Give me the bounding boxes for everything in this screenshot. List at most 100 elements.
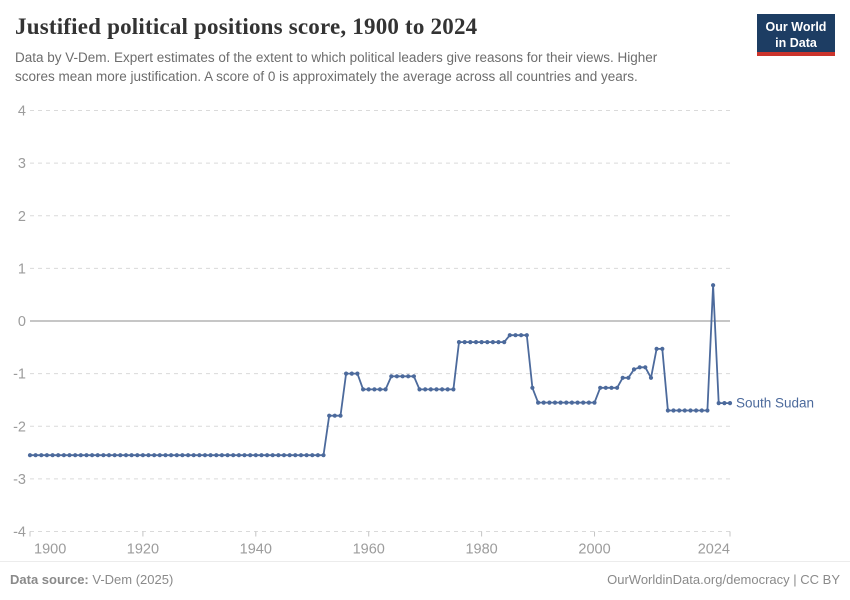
- data-point[interactable]: [50, 453, 55, 458]
- data-point[interactable]: [620, 375, 625, 380]
- data-point[interactable]: [344, 371, 349, 376]
- data-point[interactable]: [671, 408, 676, 413]
- data-point[interactable]: [310, 453, 315, 458]
- data-point[interactable]: [304, 453, 309, 458]
- data-point[interactable]: [293, 453, 298, 458]
- data-point[interactable]: [112, 453, 117, 458]
- data-point[interactable]: [569, 400, 575, 405]
- data-point[interactable]: [552, 400, 558, 405]
- data-point[interactable]: [507, 333, 512, 338]
- data-point[interactable]: [361, 387, 366, 392]
- data-point[interactable]: [394, 374, 399, 379]
- data-point[interactable]: [152, 453, 157, 458]
- data-point[interactable]: [479, 340, 484, 345]
- data-point[interactable]: [225, 453, 230, 458]
- data-point[interactable]: [558, 400, 563, 405]
- data-point[interactable]: [615, 385, 620, 390]
- data-point[interactable]: [180, 453, 185, 458]
- data-point[interactable]: [519, 333, 524, 338]
- chart-canvas[interactable]: 4 3 2 1 0 -1 -2 -3 -4 1900 1920 1940 1960 1980 2000 202…: [0, 100, 850, 560]
- data-point[interactable]: [208, 453, 213, 458]
- data-point[interactable]: [174, 453, 179, 458]
- data-point[interactable]: [355, 371, 360, 376]
- owid-license-link[interactable]: OurWorldinData.org/democracy | CC BY: [607, 572, 840, 587]
- data-point[interactable]: [423, 387, 428, 392]
- data-point[interactable]: [39, 453, 44, 458]
- data-point[interactable]: [146, 453, 151, 458]
- data-point[interactable]: [202, 453, 208, 458]
- series-line[interactable]: [29, 284, 731, 457]
- data-point[interactable]: [468, 340, 473, 345]
- data-point[interactable]: [727, 401, 733, 406]
- data-point[interactable]: [327, 413, 332, 418]
- data-point[interactable]: [349, 371, 354, 376]
- data-point[interactable]: [135, 453, 140, 458]
- data-point[interactable]: [456, 340, 462, 345]
- owid-logo[interactable]: Our World in Data: [757, 14, 835, 56]
- data-point[interactable]: [716, 401, 721, 406]
- data-point[interactable]: [253, 453, 258, 458]
- data-point[interactable]: [502, 340, 507, 345]
- data-point[interactable]: [259, 453, 264, 458]
- data-point[interactable]: [490, 340, 495, 345]
- data-point[interactable]: [626, 375, 631, 380]
- data-point[interactable]: [106, 453, 112, 458]
- data-point[interactable]: [603, 385, 608, 390]
- data-point[interactable]: [417, 387, 422, 392]
- data-point[interactable]: [276, 453, 281, 458]
- data-point[interactable]: [231, 453, 236, 458]
- data-point[interactable]: [711, 283, 716, 288]
- data-point[interactable]: [722, 401, 727, 406]
- data-point[interactable]: [637, 365, 642, 370]
- data-point[interactable]: [406, 374, 411, 379]
- data-point[interactable]: [513, 333, 518, 338]
- data-point[interactable]: [665, 408, 671, 413]
- data-point[interactable]: [242, 453, 247, 458]
- data-point[interactable]: [315, 453, 320, 458]
- data-point[interactable]: [197, 453, 202, 458]
- data-point[interactable]: [33, 453, 38, 458]
- data-point[interactable]: [564, 400, 569, 405]
- data-point[interactable]: [648, 375, 654, 380]
- data-point[interactable]: [163, 453, 168, 458]
- data-point[interactable]: [27, 453, 33, 458]
- data-point[interactable]: [265, 453, 270, 458]
- data-point[interactable]: [428, 387, 433, 392]
- data-point[interactable]: [377, 387, 383, 392]
- data-point[interactable]: [298, 453, 304, 458]
- data-point[interactable]: [270, 453, 275, 458]
- data-point[interactable]: [332, 413, 337, 418]
- data-point[interactable]: [473, 340, 479, 345]
- data-point[interactable]: [643, 365, 648, 370]
- data-point[interactable]: [660, 346, 665, 351]
- data-point[interactable]: [61, 453, 66, 458]
- data-point[interactable]: [694, 408, 699, 413]
- data-point[interactable]: [524, 333, 529, 338]
- data-point[interactable]: [281, 453, 287, 458]
- data-point[interactable]: [485, 340, 490, 345]
- data-point[interactable]: [383, 387, 388, 392]
- data-point[interactable]: [598, 385, 603, 390]
- data-point[interactable]: [236, 453, 241, 458]
- data-point[interactable]: [73, 453, 78, 458]
- data-point[interactable]: [699, 408, 704, 413]
- data-point[interactable]: [118, 453, 123, 458]
- data-point[interactable]: [581, 400, 586, 405]
- data-point[interactable]: [575, 400, 580, 405]
- data-point[interactable]: [78, 453, 83, 458]
- data-point[interactable]: [90, 453, 95, 458]
- data-point[interactable]: [186, 453, 191, 458]
- data-point[interactable]: [129, 453, 134, 458]
- data-point[interactable]: [191, 453, 196, 458]
- data-point[interactable]: [169, 453, 174, 458]
- data-point[interactable]: [287, 453, 292, 458]
- data-point[interactable]: [496, 340, 501, 345]
- data-point[interactable]: [530, 385, 535, 390]
- data-point[interactable]: [372, 387, 377, 392]
- data-point[interactable]: [592, 400, 597, 405]
- data-point[interactable]: [541, 400, 546, 405]
- data-point[interactable]: [631, 367, 637, 372]
- data-point[interactable]: [67, 453, 72, 458]
- data-point[interactable]: [705, 408, 710, 413]
- data-point[interactable]: [101, 453, 106, 458]
